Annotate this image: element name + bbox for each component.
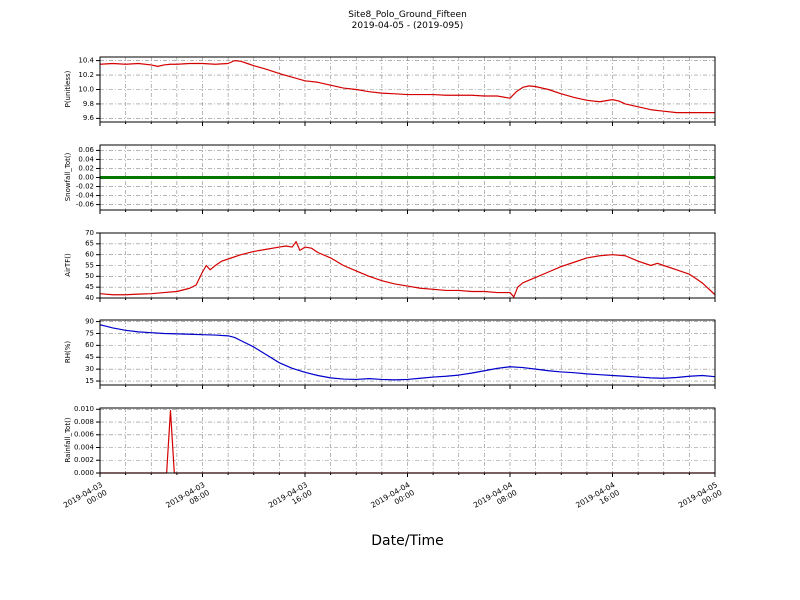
y-axis-label-airtemp: AirTF() bbox=[64, 253, 72, 277]
y-axis-label-snowfall: Snowfall_Tot() bbox=[64, 152, 72, 202]
y-axis-label-rainfall: Rainfall_Tot() bbox=[64, 417, 72, 463]
y-axis-label-pressure: P(unitless) bbox=[64, 70, 72, 108]
figure-title: Site8_Polo_Ground_Fifteen bbox=[348, 10, 467, 20]
y-axis-label-rh: RH(%) bbox=[64, 340, 72, 364]
figure-subtitle: 2019-04-05 - (2019-095) bbox=[351, 21, 464, 31]
x-axis-title: Date/Time bbox=[371, 533, 444, 549]
